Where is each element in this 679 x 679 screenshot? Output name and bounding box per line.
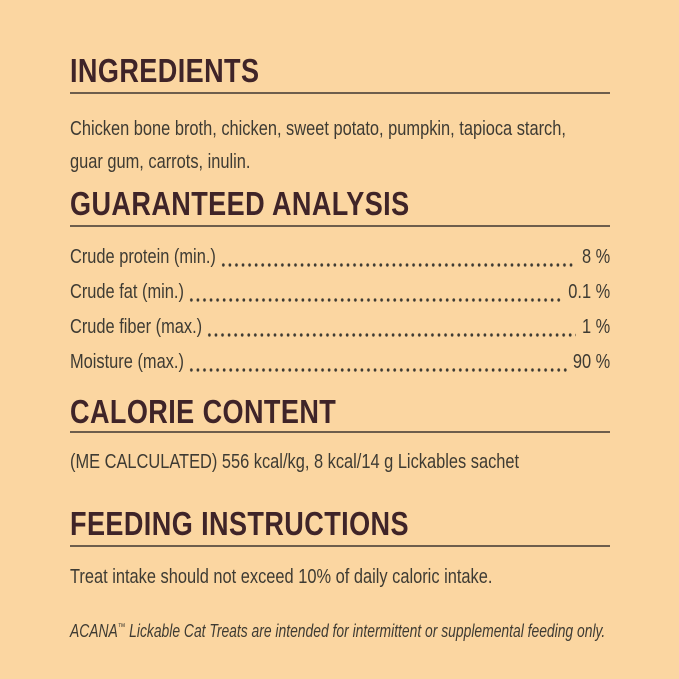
dot-leader: [207, 333, 577, 337]
calorie-content-text: (ME CALCULATED) 556 kcal/kg, 8 kcal/14 g…: [70, 451, 520, 473]
guaranteed-analysis-heading: GUARANTEED ANALYSIS: [70, 185, 410, 222]
section-feeding-instructions: FEEDING INSTRUCTIONS Treat intake should…: [70, 505, 613, 643]
table-row: Crude protein (min.) 8 %: [70, 240, 610, 275]
analysis-value: 1 %: [581, 316, 611, 338]
table-row: Crude fat (min.) 0.1 %: [70, 275, 610, 310]
guaranteed-analysis-table: Crude protein (min.) 8 % Crude fat (min.…: [70, 240, 610, 380]
section-ingredients: INGREDIENTS Chicken bone broth, chicken,…: [70, 52, 610, 179]
analysis-value: 8 %: [581, 246, 611, 268]
feeding-instructions-heading: FEEDING INSTRUCTIONS: [70, 505, 409, 542]
section-calorie-content: CALORIE CONTENT (ME CALCULATED) 556 kcal…: [70, 393, 610, 475]
calorie-content-heading: CALORIE CONTENT: [70, 393, 337, 430]
ingredients-divider: [70, 92, 610, 94]
dot-leader: [189, 368, 568, 372]
supplemental-feeding-note: ACANA™ Lickable Cat Treats are intended …: [70, 616, 613, 643]
ingredients-line-1: Chicken bone broth, chicken, sweet potat…: [70, 118, 566, 140]
brand-name: ACANA: [70, 620, 118, 642]
dot-leader: [221, 263, 577, 267]
analysis-label: Crude fiber (max.): [70, 316, 203, 338]
dot-leader: [189, 298, 563, 302]
ingredients-text: Chicken bone broth, chicken, sweet potat…: [70, 113, 610, 179]
analysis-value: 90 %: [572, 351, 611, 373]
analysis-label: Moisture (max.): [70, 351, 184, 373]
note-text: Lickable Cat Treats are intended for int…: [125, 620, 606, 642]
table-row: Moisture (max.) 90 %: [70, 345, 610, 380]
feeding-instructions-text: Treat intake should not exceed 10% of da…: [70, 566, 493, 588]
section-guaranteed-analysis: GUARANTEED ANALYSIS Crude protein (min.)…: [70, 185, 610, 380]
analysis-label: Crude protein (min.): [70, 246, 216, 268]
table-row: Crude fiber (max.) 1 %: [70, 310, 610, 345]
ingredients-heading: INGREDIENTS: [70, 52, 260, 89]
analysis-value: 0.1 %: [568, 281, 611, 303]
ingredients-line-2: guar gum, carrots, inulin.: [70, 151, 251, 173]
feeding-instructions-divider: [70, 545, 610, 547]
analysis-label: Crude fat (min.): [70, 281, 184, 303]
guaranteed-analysis-divider: [70, 225, 610, 227]
calorie-content-divider: [70, 431, 610, 433]
trademark-symbol: ™: [117, 622, 126, 633]
